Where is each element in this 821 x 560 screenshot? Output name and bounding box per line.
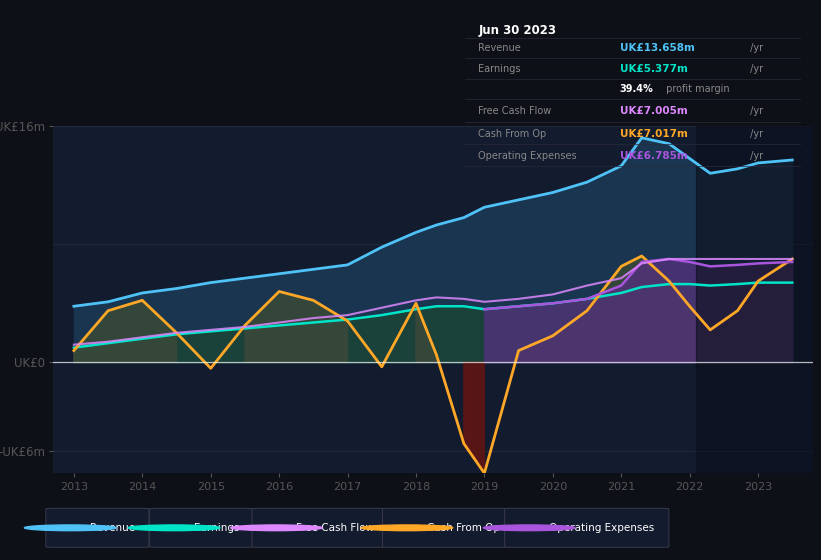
Text: /yr: /yr [747,129,764,138]
FancyBboxPatch shape [46,508,149,547]
Circle shape [128,525,220,531]
Text: UK£7.017m: UK£7.017m [620,129,687,138]
Circle shape [361,525,453,531]
Text: Revenue: Revenue [478,43,521,53]
Text: Cash From Op: Cash From Op [478,129,547,138]
Text: Earnings: Earnings [194,523,240,533]
Text: UK£6.785m: UK£6.785m [620,151,687,161]
Circle shape [484,525,575,531]
Text: Revenue: Revenue [90,523,135,533]
Text: UK£13.658m: UK£13.658m [620,43,695,53]
FancyBboxPatch shape [505,508,669,547]
Text: Earnings: Earnings [478,64,521,74]
FancyBboxPatch shape [252,508,386,547]
Text: Operating Expenses: Operating Expenses [549,523,654,533]
Text: profit margin: profit margin [663,84,730,94]
Text: /yr: /yr [747,43,764,53]
Circle shape [231,525,322,531]
Text: Jun 30 2023: Jun 30 2023 [478,24,556,38]
FancyBboxPatch shape [383,508,508,547]
Text: Cash From Op: Cash From Op [427,523,500,533]
Text: Operating Expenses: Operating Expenses [478,151,577,161]
Text: /yr: /yr [747,106,764,116]
Bar [696,126,813,473]
Text: /yr: /yr [747,64,764,74]
Circle shape [25,525,116,531]
Text: Free Cash Flow: Free Cash Flow [296,523,374,533]
FancyBboxPatch shape [149,508,253,547]
Text: Free Cash Flow: Free Cash Flow [478,106,552,116]
Text: UK£5.377m: UK£5.377m [620,64,687,74]
Text: /yr: /yr [747,151,764,161]
Text: UK£7.005m: UK£7.005m [620,106,687,116]
Text: 39.4%: 39.4% [620,84,654,94]
